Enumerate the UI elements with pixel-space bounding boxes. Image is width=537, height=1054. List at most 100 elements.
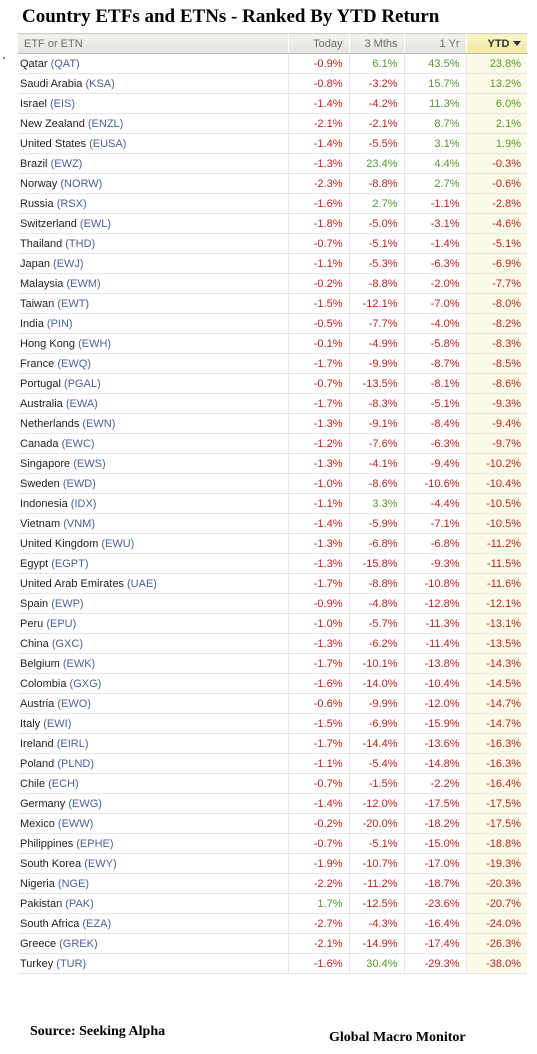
table-row[interactable]: Austria (EWO) -0.6% -9.9% -12.0% -14.7% bbox=[18, 693, 527, 714]
table-row[interactable]: Australia (EWA) -1.7% -8.3% -5.1% -9.3% bbox=[18, 393, 527, 414]
ticker-link[interactable]: (EWT) bbox=[57, 297, 90, 310]
table-row[interactable]: Malaysia (EWM) -0.2% -8.8% -2.0% -7.7% bbox=[18, 273, 527, 294]
ticker-link[interactable]: (EZA) bbox=[82, 917, 112, 930]
ticker-link[interactable]: (EIRL) bbox=[56, 737, 89, 750]
one-year-cell: -12.0% bbox=[403, 693, 466, 714]
ticker-link[interactable]: (EWD) bbox=[62, 477, 96, 490]
table-row[interactable]: Japan (EWJ) -1.1% -5.3% -6.3% -6.9% bbox=[18, 253, 527, 274]
table-row[interactable]: Egypt (EGPT) -1.3% -15.8% -9.3% -11.5% bbox=[18, 553, 527, 574]
column-header-1yr[interactable]: 1 Yr bbox=[404, 33, 467, 54]
ticker-link[interactable]: (PGAL) bbox=[64, 377, 101, 390]
table-row[interactable]: Canada (EWC) -1.2% -7.6% -6.3% -9.7% bbox=[18, 433, 527, 454]
ticker-link[interactable]: (EWH) bbox=[78, 337, 112, 350]
table-row[interactable]: Philippines (EPHE) -0.7% -5.1% -15.0% -18.8% bbox=[18, 833, 527, 854]
table-row[interactable]: South Korea (EWY) -1.9% -10.7% -17.0% -19.3% bbox=[18, 853, 527, 874]
table-row[interactable]: Qatar (QAT) -0.9% 6.1% 43.5% 23.8% bbox=[18, 53, 527, 74]
country-name: Netherlands bbox=[20, 417, 80, 430]
column-header-ytd[interactable]: YTD bbox=[466, 33, 528, 54]
table-row[interactable]: Indonesia (IDX) -1.1% 3.3% -4.4% -10.5% bbox=[18, 493, 527, 514]
ticker-link[interactable]: (PAK) bbox=[65, 897, 94, 910]
ticker-link[interactable]: (RSX) bbox=[56, 197, 87, 210]
ticker-link[interactable]: (GXG) bbox=[69, 677, 102, 690]
ticker-link[interactable]: (GREK) bbox=[59, 937, 98, 950]
ticker-link[interactable]: (EGPT) bbox=[51, 557, 89, 570]
table-row[interactable]: Vietnam (VNM) -1.4% -5.9% -7.1% -10.5% bbox=[18, 513, 527, 534]
table-row[interactable]: Saudi Arabia (KSA) -0.8% -3.2% 15.7% 13.2% bbox=[18, 73, 527, 94]
table-row[interactable]: Mexico (EWW) -0.2% -20.0% -18.2% -17.5% bbox=[18, 813, 527, 834]
ticker-link[interactable]: (EWQ) bbox=[57, 357, 91, 370]
column-header-name[interactable]: ETF or ETN bbox=[18, 33, 289, 54]
ticker-link[interactable]: (EIS) bbox=[49, 97, 76, 110]
ticker-link[interactable]: (EWJ) bbox=[53, 257, 84, 270]
ticker-link[interactable]: (KSA) bbox=[85, 77, 115, 90]
table-row[interactable]: United Arab Emirates (UAE) -1.7% -8.8% -10.… bbox=[18, 573, 527, 594]
table-row[interactable]: Spain (EWP) -0.9% -4.8% -12.8% -12.1% bbox=[18, 593, 527, 614]
table-row[interactable]: India (PIN) -0.5% -7.7% -4.0% -8.2% bbox=[18, 313, 527, 334]
ticker-link[interactable]: (EPHE) bbox=[76, 837, 114, 850]
ticker-link[interactable]: (UAE) bbox=[127, 577, 157, 590]
table-row[interactable]: Thailand (THD) -0.7% -5.1% -1.4% -5.1% bbox=[18, 233, 527, 254]
table-row[interactable]: Chile (ECH) -0.7% -1.5% -2.2% -16.4% bbox=[18, 773, 527, 794]
ticker-link[interactable]: (THD) bbox=[65, 237, 96, 250]
ticker-link[interactable]: (IDX) bbox=[70, 497, 97, 510]
table-row[interactable]: China (GXC) -1.3% -6.2% -11.4% -13.5% bbox=[18, 633, 527, 654]
column-header-3mths[interactable]: 3 Mths bbox=[349, 33, 405, 54]
table-row[interactable]: France (EWQ) -1.7% -9.9% -8.7% -8.5% bbox=[18, 353, 527, 374]
ticker-link[interactable]: (EWO) bbox=[57, 697, 91, 710]
ticker-link[interactable]: (NORW) bbox=[60, 177, 103, 190]
column-header-today[interactable]: Today bbox=[288, 33, 350, 54]
ticker-link[interactable]: (EWW) bbox=[57, 817, 94, 830]
ticker-link[interactable]: (PLND) bbox=[57, 757, 94, 770]
table-row[interactable]: Poland (PLND) -1.1% -5.4% -14.8% -16.3% bbox=[18, 753, 527, 774]
ticker-link[interactable]: (EWP) bbox=[51, 597, 84, 610]
table-row[interactable]: Russia (RSX) -1.6% 2.7% -1.1% -2.8% bbox=[18, 193, 527, 214]
table-row[interactable]: Italy (EWI) -1.5% -6.9% -15.9% -14.7% bbox=[18, 713, 527, 734]
ticker-link[interactable]: (GXC) bbox=[51, 637, 83, 650]
ticker-link[interactable]: (EWA) bbox=[65, 397, 98, 410]
ticker-link[interactable]: (QAT) bbox=[50, 57, 80, 70]
table-row[interactable]: Israel (EIS) -1.4% -4.2% 11.3% 6.0% bbox=[18, 93, 527, 114]
ticker-link[interactable]: (ECH) bbox=[48, 777, 79, 790]
ticker-link[interactable]: (EUSA) bbox=[89, 137, 127, 150]
table-row[interactable]: Greece (GREK) -2.1% -14.9% -17.4% -26.3% bbox=[18, 933, 527, 954]
ticker-link[interactable]: (EWK) bbox=[62, 657, 96, 670]
ticker-link[interactable]: (EWZ) bbox=[50, 157, 83, 170]
table-row[interactable]: Sweden (EWD) -1.0% -8.6% -10.6% -10.4% bbox=[18, 473, 527, 494]
table-row[interactable]: Taiwan (EWT) -1.5% -12.1% -7.0% -8.0% bbox=[18, 293, 527, 314]
ticker-link[interactable]: (TUR) bbox=[56, 957, 87, 970]
table-row[interactable]: Ireland (EIRL) -1.7% -14.4% -13.6% -16.3% bbox=[18, 733, 527, 754]
ticker-link[interactable]: (EPU) bbox=[46, 617, 77, 630]
table-row[interactable]: United Kingdom (EWU) -1.3% -6.8% -6.8% -11.2… bbox=[18, 533, 527, 554]
ticker-link[interactable]: (EWG) bbox=[68, 797, 102, 810]
ticker-link[interactable]: (EWL) bbox=[79, 217, 112, 230]
table-row[interactable]: Brazil (EWZ) -1.3% 23.4% 4.4% -0.3% bbox=[18, 153, 527, 174]
ticker-link[interactable]: (EWS) bbox=[73, 457, 106, 470]
table-row[interactable]: Singapore (EWS) -1.3% -4.1% -9.4% -10.2% bbox=[18, 453, 527, 474]
ticker-link[interactable]: (EWI) bbox=[43, 717, 72, 730]
table-row[interactable]: Netherlands (EWN) -1.3% -9.1% -8.4% -9.4% bbox=[18, 413, 527, 434]
table-row[interactable]: South Africa (EZA) -2.7% -4.3% -16.4% -24.0% bbox=[18, 913, 527, 934]
table-row[interactable]: Peru (EPU) -1.0% -5.7% -11.3% -13.1% bbox=[18, 613, 527, 634]
ticker-link[interactable]: (PIN) bbox=[46, 317, 73, 330]
table-row[interactable]: Pakistan (PAK) 1.7% -12.5% -23.6% -20.7% bbox=[18, 893, 527, 914]
ticker-link[interactable]: (EWY) bbox=[84, 857, 117, 870]
table-row[interactable]: Norway (NORW) -2.3% -8.8% 2.7% -0.6% bbox=[18, 173, 527, 194]
table-row[interactable]: Belgium (EWK) -1.7% -10.1% -13.8% -14.3% bbox=[18, 653, 527, 674]
ticker-link[interactable]: (EWM) bbox=[66, 277, 101, 290]
sort-down-icon[interactable] bbox=[512, 41, 521, 47]
table-row[interactable]: Germany (EWG) -1.4% -12.0% -17.5% -17.5% bbox=[18, 793, 527, 814]
ticker-link[interactable]: (EWC) bbox=[61, 437, 95, 450]
table-row[interactable]: Colombia (GXG) -1.6% -14.0% -10.4% -14.5% bbox=[18, 673, 527, 694]
ticker-link[interactable]: (EWN) bbox=[82, 417, 116, 430]
ticker-link[interactable]: (NGE) bbox=[57, 877, 90, 890]
table-row[interactable]: United States (EUSA) -1.4% -5.5% 3.1% 1.9% bbox=[18, 133, 527, 154]
table-row[interactable]: Hong Kong (EWH) -0.1% -4.9% -5.8% -8.3% bbox=[18, 333, 527, 354]
table-row[interactable]: Switzerland (EWL) -1.8% -5.0% -3.1% -4.6% bbox=[18, 213, 527, 234]
table-row[interactable]: Portugal (PGAL) -0.7% -13.5% -8.1% -8.6% bbox=[18, 373, 527, 394]
table-row[interactable]: Turkey (TUR) -1.6% 30.4% -29.3% -38.0% bbox=[18, 953, 527, 974]
ticker-link[interactable]: (VNM) bbox=[63, 517, 95, 530]
ticker-link[interactable]: (EWU) bbox=[101, 537, 135, 550]
ticker-link[interactable]: (ENZL) bbox=[87, 117, 124, 130]
table-row[interactable]: Nigeria (NGE) -2.2% -11.2% -18.7% -20.3% bbox=[18, 873, 527, 894]
table-row[interactable]: New Zealand (ENZL) -2.1% -2.1% 8.7% 2.1% bbox=[18, 113, 527, 134]
